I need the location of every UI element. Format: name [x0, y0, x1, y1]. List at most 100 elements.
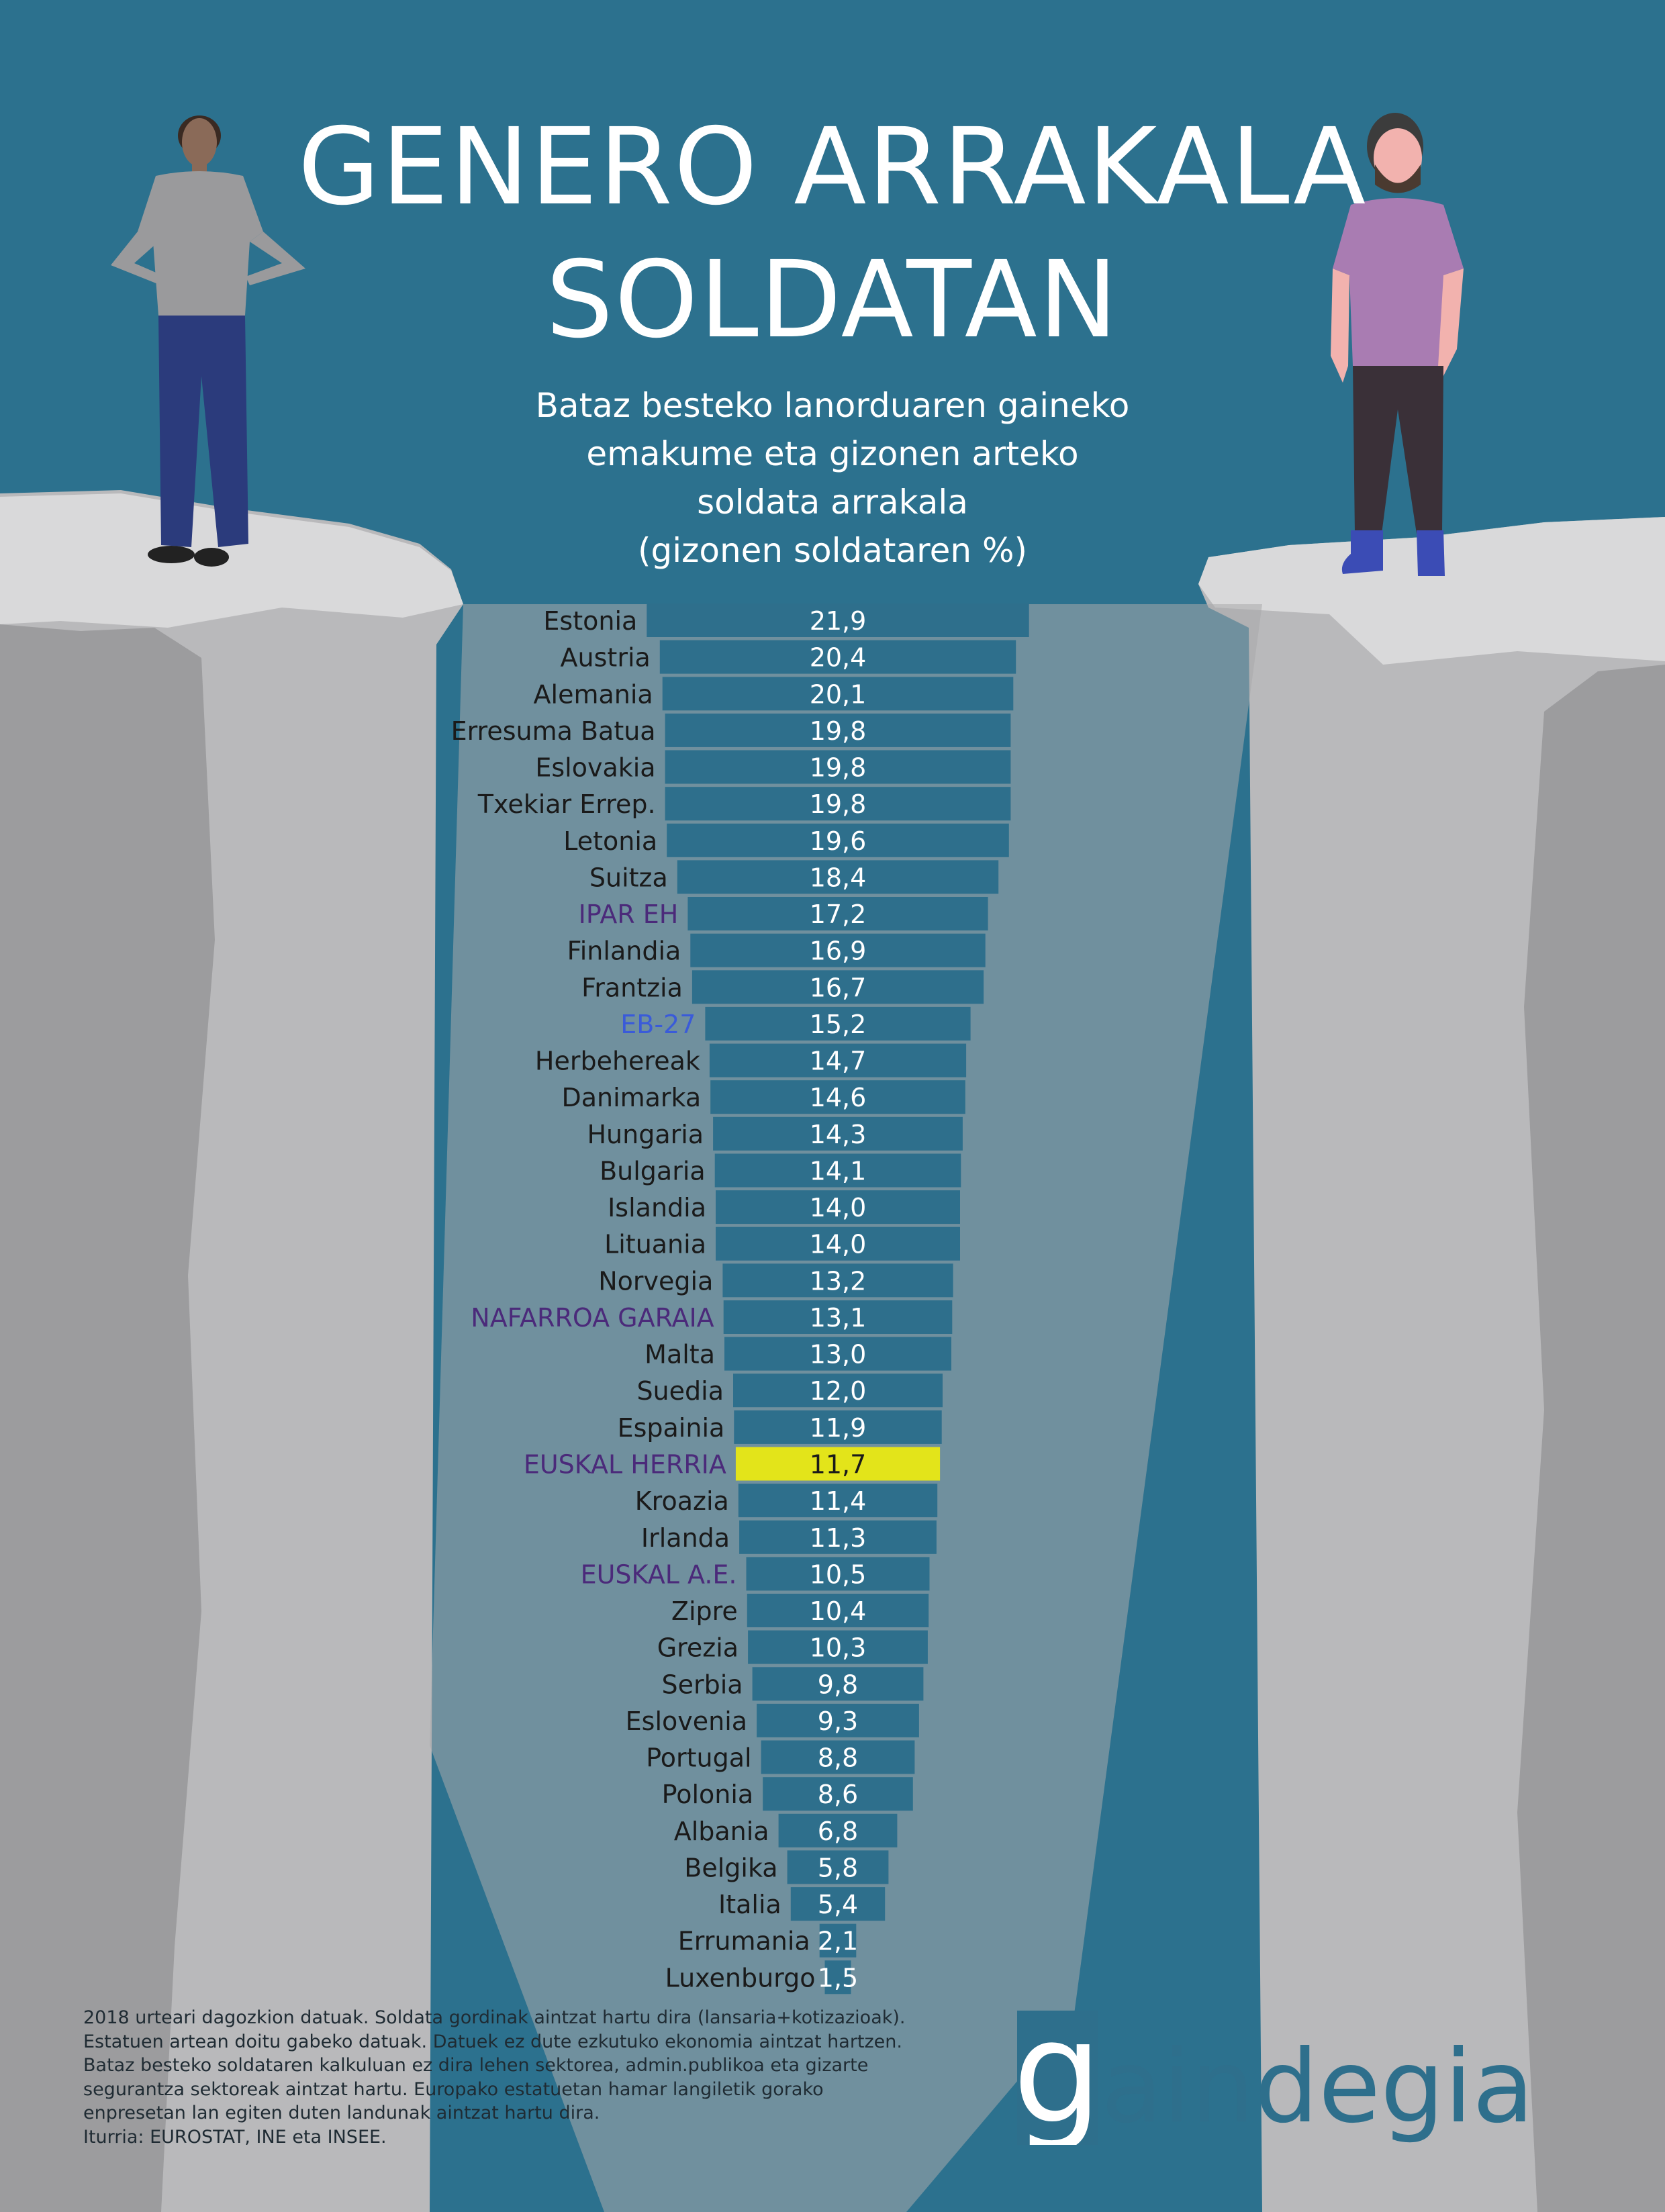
category-label: Polonia [662, 1780, 754, 1809]
svg-text:g: g [1017, 2011, 1102, 2145]
category-label: Espainia [618, 1413, 725, 1443]
bar-serbia [752, 1667, 924, 1701]
category-label: Serbia [662, 1670, 743, 1699]
footnote-line: Bataz besteko soldataren kalkuluan ez di… [83, 2055, 869, 2076]
category-label: Kroazia [635, 1486, 729, 1516]
bar-belgika [787, 1850, 889, 1884]
value-label: 11,7 [810, 1450, 867, 1480]
bar-danimarka [710, 1080, 965, 1114]
value-label: 15,2 [810, 1010, 867, 1039]
value-label: 14,3 [810, 1120, 867, 1149]
bar-eslovakia [665, 750, 1011, 784]
man-illustration [1331, 113, 1464, 576]
category-label: Erresuma Batua [451, 716, 656, 746]
value-label: 9,8 [818, 1670, 858, 1699]
bar-alemania [662, 677, 1014, 711]
bar-islandia [716, 1190, 960, 1224]
value-label: 9,3 [818, 1706, 858, 1736]
category-label: Grezia [657, 1633, 739, 1663]
category-label: Hungaria [587, 1120, 704, 1149]
woman-illustration [111, 115, 305, 567]
bar-zipre [747, 1594, 929, 1627]
value-label: 11,9 [810, 1413, 867, 1443]
infographic-subtitle: Bataz besteko lanorduaren gaineko emakum… [376, 381, 1289, 575]
category-label: Bulgaria [600, 1157, 706, 1186]
value-label: 13,2 [810, 1266, 867, 1296]
category-label: EB-27 [620, 1010, 696, 1039]
value-label: 20,1 [810, 679, 867, 709]
category-label: Italia [718, 1890, 781, 1919]
value-label: 14,6 [810, 1083, 867, 1112]
value-label: 6,8 [818, 1817, 858, 1846]
value-label: 1,5 [818, 1963, 858, 1992]
bar-portugal [761, 1740, 915, 1774]
bar-txekiar-errep- [665, 787, 1011, 821]
category-label: Eslovenia [626, 1706, 747, 1736]
bar-malta [724, 1337, 951, 1371]
value-label: 8,6 [818, 1780, 858, 1809]
bar-finlandia [690, 933, 986, 967]
title-line-1: GENERO ARRAKALA [297, 105, 1368, 229]
value-label: 18,4 [810, 863, 867, 892]
category-label: Zipre [671, 1596, 738, 1626]
bar-italia [790, 1887, 886, 1921]
category-label: Islandia [608, 1193, 706, 1222]
bar-lituania [716, 1227, 960, 1261]
bar-hungaria [713, 1116, 963, 1151]
footnote-line: enpresetan lan egiten duten landunak ain… [83, 2103, 600, 2123]
footnote-line: segurantza sektoreak aintzat hartu. Euro… [83, 2078, 824, 2100]
footnote-line: Estatuen artean doitu gabeko datuak. Dat… [83, 2031, 902, 2052]
bar-erresuma-batua [665, 713, 1011, 747]
bar-polonia [763, 1777, 913, 1811]
bar-eslovenia [757, 1703, 919, 1737]
title-line-2: SOLDATAN [546, 238, 1119, 362]
footnote-source: Iturria: EUROSTAT, INE eta INSEE. [83, 2126, 387, 2148]
category-label: Errumania [678, 1927, 810, 1956]
value-label: 14,1 [810, 1157, 867, 1186]
category-label: Estonia [543, 606, 637, 636]
bar-grezia [748, 1630, 928, 1664]
bar-albania [778, 1813, 898, 1847]
value-label: 10,4 [810, 1596, 867, 1626]
value-label: 19,6 [810, 826, 867, 856]
bar-errumania [819, 1923, 857, 1958]
subtitle-line-3: soldata arrakala [697, 483, 968, 522]
value-label: 8,8 [818, 1743, 858, 1773]
bar-ipar-eh [687, 897, 988, 930]
value-label: 12,0 [810, 1376, 867, 1406]
value-label: 10,3 [810, 1633, 867, 1663]
category-label: Letonia [563, 826, 657, 856]
bar-suitza [677, 860, 999, 894]
svg-text:aindegia: aindegia [1101, 2029, 1534, 2145]
bar-irlanda [739, 1520, 937, 1554]
bar-estonia [647, 604, 1029, 637]
gaindegia-logo: g aindegia [1017, 2011, 1534, 2145]
subtitle-line-4: (gizonen soldataren %) [638, 531, 1027, 570]
value-label: 13,0 [810, 1340, 867, 1369]
value-label: 11,4 [810, 1486, 867, 1516]
value-label: 5,8 [818, 1853, 858, 1882]
bar-frantzia [692, 970, 984, 1004]
bar-espainia [734, 1410, 942, 1444]
value-label: 21,9 [810, 606, 867, 636]
bar-kroazia [738, 1484, 938, 1518]
value-label: 19,8 [810, 716, 867, 746]
bar-letonia [667, 823, 1009, 857]
category-label: EUSKAL HERRIA [524, 1450, 726, 1480]
category-label: Albania [674, 1817, 769, 1846]
value-label: 16,9 [810, 936, 867, 966]
category-label: EUSKAL A.E. [581, 1559, 737, 1589]
category-label: Austria [561, 643, 651, 673]
subtitle-line-1: Bataz besteko lanorduaren gaineko [535, 386, 1130, 425]
bar-suedia [733, 1374, 943, 1408]
value-label: 17,2 [810, 900, 867, 929]
value-label: 2,1 [818, 1927, 858, 1956]
value-label: 14,7 [810, 1047, 867, 1076]
bar-luxenburgo [824, 1960, 851, 1994]
category-label: Herbehereak [535, 1047, 700, 1076]
infographic-title: GENERO ARRAKALA SOLDATAN [201, 101, 1464, 367]
category-label: NAFARROA GARAIA [471, 1303, 714, 1333]
value-label: 10,5 [810, 1559, 867, 1589]
